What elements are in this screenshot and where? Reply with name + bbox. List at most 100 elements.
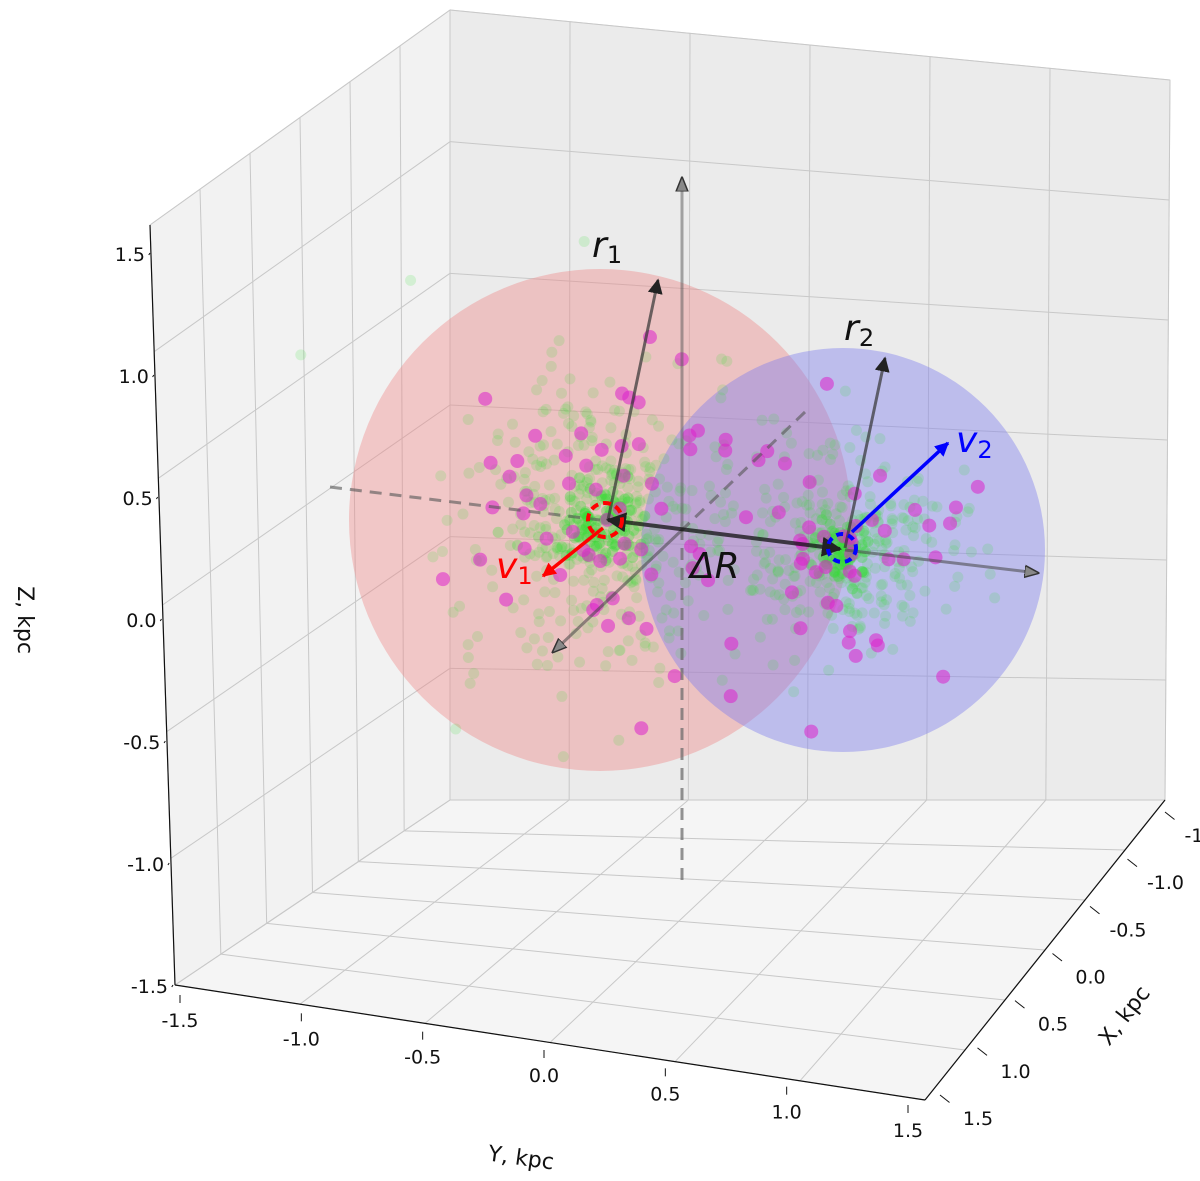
green-particle xyxy=(674,485,686,497)
green-particle xyxy=(846,583,858,595)
green-particle xyxy=(889,568,901,580)
green-particle xyxy=(566,420,578,432)
green-particle xyxy=(487,581,499,593)
green-particle xyxy=(552,651,564,663)
green-particle xyxy=(965,546,977,558)
back-pane-grid-line xyxy=(1164,79,1171,801)
green-particle xyxy=(875,579,887,591)
green-particle xyxy=(803,448,815,460)
green-particle xyxy=(898,601,910,613)
y-tick-label: 1.0 xyxy=(772,1102,802,1124)
green-particle xyxy=(716,674,728,686)
green-particle xyxy=(646,414,658,426)
green-particle xyxy=(911,475,923,487)
green-particle xyxy=(767,659,779,671)
green-particle xyxy=(862,536,874,548)
green-particle xyxy=(644,462,656,474)
x-tick xyxy=(1164,811,1175,820)
z-tick xyxy=(152,374,155,378)
y-dashed-guide xyxy=(329,485,601,522)
green-particle xyxy=(652,536,664,548)
green-particle xyxy=(486,564,498,576)
green-particle xyxy=(586,431,598,443)
green-particle xyxy=(864,491,876,503)
green-particle xyxy=(462,413,474,425)
green-particle xyxy=(827,622,839,634)
green-particle xyxy=(507,602,519,614)
green-particle xyxy=(634,496,646,508)
green-particle xyxy=(549,587,561,599)
green-particle xyxy=(435,470,447,482)
green-particle xyxy=(609,404,621,416)
green-particle xyxy=(575,500,587,512)
magenta-particle xyxy=(510,454,525,469)
green-particle xyxy=(606,467,618,479)
green-particle xyxy=(531,384,543,396)
x-tick-label: 0.5 xyxy=(1038,1014,1068,1036)
y-tick-label: 1.5 xyxy=(893,1120,923,1142)
green-particle xyxy=(857,582,869,594)
green-particle xyxy=(982,543,994,555)
green-particle xyxy=(653,676,665,688)
green-particle xyxy=(588,576,600,588)
green-particle xyxy=(647,641,659,653)
magenta-particle xyxy=(562,476,577,491)
green-particle xyxy=(952,571,964,583)
green-particle xyxy=(585,414,597,426)
green-particle xyxy=(538,439,550,451)
left-pane-grid-line xyxy=(153,141,451,353)
magenta-particle xyxy=(793,621,808,636)
green-particle xyxy=(722,574,734,586)
z-tick-label: 0.0 xyxy=(126,610,156,632)
y-tick-label: -1.0 xyxy=(283,1028,320,1050)
green-particle xyxy=(860,571,872,583)
green-particle xyxy=(653,420,665,432)
green-particle xyxy=(564,373,576,385)
green-particle xyxy=(860,536,872,548)
magenta-particle xyxy=(683,442,698,457)
green-particle xyxy=(583,567,595,579)
green-particle xyxy=(816,486,828,498)
green-particle xyxy=(559,519,571,531)
green-particle xyxy=(509,436,521,448)
green-particle xyxy=(441,514,453,526)
green-particle xyxy=(772,478,784,490)
green-particle xyxy=(631,592,643,604)
green-particle xyxy=(605,474,617,486)
green-particle xyxy=(541,550,553,562)
green-particle xyxy=(896,512,908,524)
green-particle xyxy=(560,403,572,415)
green-particle xyxy=(605,422,617,434)
green-particle xyxy=(531,459,543,471)
green-particle xyxy=(506,418,518,430)
green-particle xyxy=(580,406,592,418)
y-tick-label: -1.5 xyxy=(161,1010,198,1032)
magenta-particle xyxy=(654,501,669,516)
green-particle xyxy=(907,607,919,619)
v1-arrow xyxy=(541,526,605,578)
green-particle xyxy=(586,435,598,447)
green-particle xyxy=(557,751,569,763)
green-particle xyxy=(746,584,758,596)
green-particle xyxy=(614,644,626,656)
green-particle xyxy=(450,723,462,735)
green-particle xyxy=(843,598,855,610)
green-particle xyxy=(789,570,801,582)
green-particle xyxy=(492,434,504,446)
green-particle xyxy=(613,490,625,502)
magenta-particle xyxy=(615,386,630,401)
magenta-particle xyxy=(841,635,856,650)
green-particle xyxy=(875,590,887,602)
green-particle xyxy=(761,613,773,625)
green-particle xyxy=(619,493,631,505)
green-particle xyxy=(596,582,608,594)
green-particle xyxy=(542,660,554,672)
x-tick-label: 1.5 xyxy=(963,1108,993,1130)
green-particle xyxy=(531,570,543,582)
green-particle xyxy=(552,543,564,555)
magenta-particle xyxy=(718,443,733,458)
green-particle xyxy=(625,504,637,516)
green-particle xyxy=(788,570,800,582)
green-particle xyxy=(666,434,678,446)
magenta-particle xyxy=(723,689,738,704)
